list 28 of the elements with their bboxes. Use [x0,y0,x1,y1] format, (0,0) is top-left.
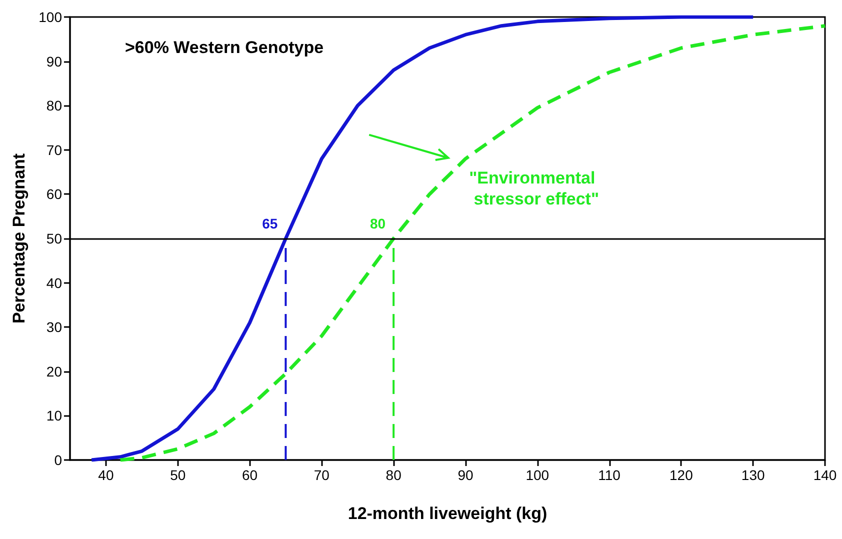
x-tick-label: 120 [670,467,694,483]
y-tick-label: 30 [46,319,62,336]
x-axis-title: 12-month liveweight (kg) [348,504,548,523]
x-tick-label: 50 [170,467,186,483]
x-tick-label: 110 [598,467,621,483]
y-tick-label: 100 [38,9,62,25]
annotation: >60% Western Genotype [125,38,324,57]
y-tick-label: 10 [46,408,62,424]
y-tick-label: 70 [46,142,62,158]
annotation: "Environmental stressor effect" [469,168,600,209]
y-tick-label: 90 [46,53,62,70]
x-tick-label: 100 [526,467,550,483]
x-tick-label: 70 [314,467,330,483]
y-tick-label: 40 [46,274,62,291]
x-tick-label: 80 [386,467,402,483]
x-tick-label: 40 [98,467,114,483]
annotation: 80 [370,216,386,232]
x-tick-label: 140 [813,467,837,483]
y-tick-label: 0 [54,452,62,468]
x-tick-label: 130 [741,467,765,483]
x-tick-label: 60 [242,467,258,483]
y-tick-label: 50 [46,230,62,246]
annotation: 65 [262,216,278,232]
y-tick-label: 80 [46,98,62,114]
x-tick-label: 90 [458,467,474,483]
y-axis-title: Percentage Pregnant [10,153,29,324]
y-tick-label: 20 [46,363,62,380]
y-tick-label: 60 [46,186,62,202]
